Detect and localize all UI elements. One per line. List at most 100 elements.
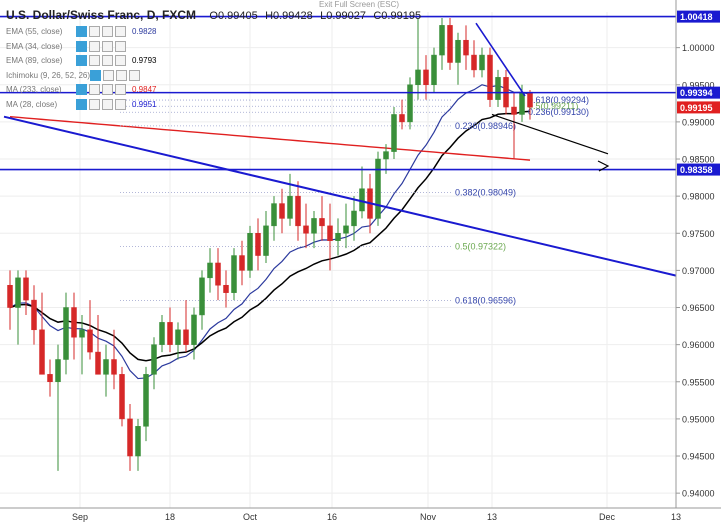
price-tick-label: 0.98000 (682, 192, 715, 202)
indicator-value: 0.9951 (132, 99, 157, 109)
candle-body (271, 203, 277, 227)
candle-body (303, 225, 309, 234)
candle-body (223, 284, 229, 293)
settings-icon[interactable] (89, 40, 100, 52)
candle-body (231, 255, 237, 293)
candle-body (343, 225, 349, 234)
fib-level-label: 0.382(0.98049) (455, 188, 516, 198)
indicator-row[interactable]: EMA (55, close) 0.9828 (6, 26, 156, 38)
symbol-title: U.S. Dollar/Swiss Franc, D, FXCM (6, 8, 197, 22)
more-icon[interactable] (115, 98, 126, 110)
candle-body (255, 233, 261, 256)
candle-body (375, 158, 381, 219)
candle-body (7, 284, 13, 308)
time-tick-label: Oct (243, 512, 258, 522)
candle-body (71, 307, 77, 338)
candle-body (199, 277, 205, 316)
open-value: O0.99405 (209, 10, 258, 22)
candle-body (151, 344, 157, 375)
time-axis-background (0, 508, 721, 522)
fib-level-label: 0.236(0.99130) (528, 107, 589, 117)
candle-body (359, 188, 365, 212)
candle-body (55, 359, 61, 383)
settings-icon[interactable] (89, 55, 100, 67)
candle-body (279, 203, 285, 219)
close-icon[interactable] (102, 55, 113, 67)
candle-body (311, 218, 317, 234)
indicator-row[interactable]: EMA (34, close) (6, 40, 128, 53)
descending-trend-line (3, 115, 677, 277)
time-axis[interactable]: Sep 18 Oct 16 Nov 13 Dec 13 (0, 507, 721, 522)
price-badge (677, 86, 720, 99)
more-icon[interactable] (115, 55, 126, 67)
candle-body (207, 262, 213, 279)
eye-icon[interactable] (76, 98, 87, 110)
settings-icon[interactable] (103, 69, 115, 81)
eye-icon[interactable] (90, 69, 102, 81)
settings-icon[interactable] (89, 98, 100, 110)
settings-icon[interactable] (89, 26, 100, 38)
price-tick-label: 0.98500 (682, 155, 715, 165)
fib-level-label: 0.5(0.99211) (528, 101, 578, 111)
time-tick-label: 16 (327, 512, 337, 522)
candle-body (511, 106, 517, 115)
candle-body (519, 91, 525, 115)
indicator-row[interactable]: EMA (89, close) 0.9793 (6, 55, 156, 67)
price-tick-label: 0.99500 (682, 80, 715, 90)
more-icon[interactable] (129, 69, 141, 81)
price-badge-label: 0.98358 (680, 165, 713, 175)
indicator-label: MA (28, close) (6, 99, 58, 109)
candle-body (415, 69, 421, 86)
candle-body (423, 69, 429, 86)
close-value: C0.99195 (373, 10, 422, 22)
indicator-row[interactable]: Ichimoku (9, 26, 52, 26) (6, 69, 142, 82)
high-value: H0.99428 (265, 10, 313, 22)
candle-body (471, 54, 477, 71)
indicator-row[interactable]: MA (233, close) 0.9847 (6, 84, 156, 96)
price-axis-background (676, 0, 721, 522)
price-tick-label: 0.97000 (682, 266, 715, 276)
candle-body (143, 374, 149, 427)
candle-body (183, 329, 189, 345)
eye-icon[interactable] (76, 55, 87, 67)
projection-arrow-line (491, 113, 609, 155)
fib-level-label: 0.618(0.96596) (455, 295, 516, 305)
candle-body (399, 114, 405, 123)
fib-level-label: 0.618(0.99294) (528, 95, 589, 105)
ema-55-line (9, 84, 531, 380)
price-tick-label: 0.94000 (682, 489, 715, 499)
candle-body (287, 195, 293, 219)
price-badge-label: 1.00418 (680, 12, 713, 22)
candle-body (111, 359, 117, 375)
close-icon[interactable] (102, 98, 113, 110)
moving-average-lines (9, 84, 531, 380)
indicator-value: 0.9828 (132, 27, 157, 36)
indicator-row[interactable]: MA (28, close) 0.9951 (6, 98, 157, 111)
candle-body (239, 255, 245, 271)
settings-icon[interactable] (89, 84, 100, 96)
candle-body (87, 329, 93, 353)
candlesticks (7, 17, 533, 471)
candle-body (263, 225, 269, 256)
price-tick-label: 0.96500 (682, 303, 715, 313)
price-axis[interactable]: 1.00000 0.99500 0.99000 0.98500 0.98000 0.975… (675, 0, 721, 522)
exit-full-screen-link[interactable]: Exit Full Screen (ESC) (319, 0, 400, 9)
close-icon[interactable] (116, 69, 128, 81)
eye-icon[interactable] (76, 84, 87, 96)
candle-body (175, 329, 181, 345)
close-icon[interactable] (102, 26, 113, 38)
eye-icon[interactable] (76, 26, 87, 38)
close-icon[interactable] (102, 84, 113, 96)
candle-body (127, 418, 133, 457)
more-icon[interactable] (115, 84, 126, 96)
price-tick-label: 0.95000 (682, 414, 715, 424)
more-icon[interactable] (115, 26, 126, 38)
candle-body (495, 77, 501, 100)
more-icon[interactable] (115, 40, 126, 52)
eye-icon[interactable] (76, 40, 87, 52)
close-icon[interactable] (102, 40, 113, 52)
candle-body (31, 299, 37, 331)
price-badge-label: 0.99394 (680, 88, 713, 98)
candle-body (79, 329, 85, 338)
